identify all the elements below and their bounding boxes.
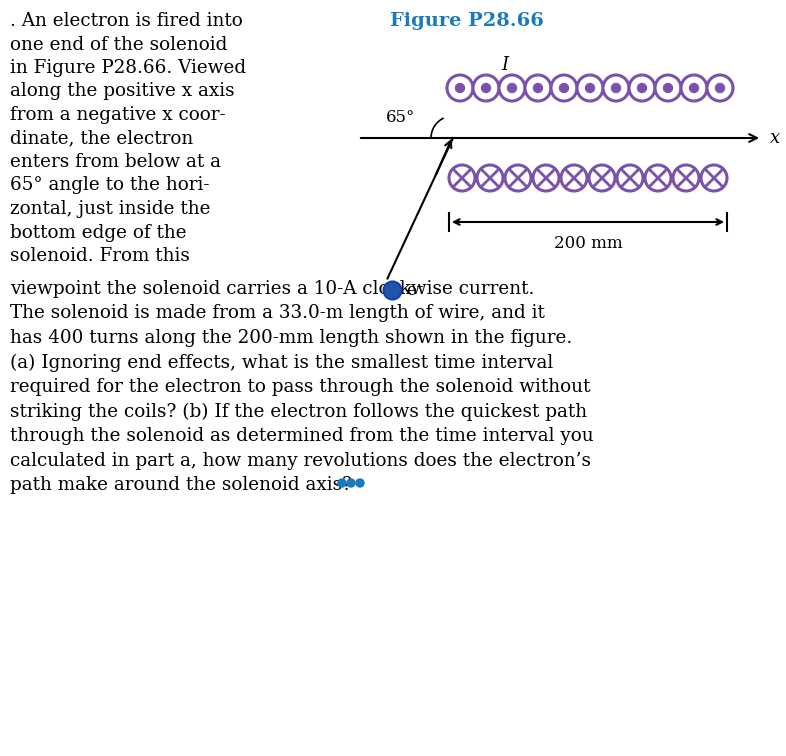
Text: has 400 turns along the 200-mm length shown in the figure.: has 400 turns along the 200-mm length sh…: [10, 329, 572, 347]
Circle shape: [603, 75, 629, 101]
Text: from a negative x coor-: from a negative x coor-: [10, 106, 226, 124]
Circle shape: [482, 83, 490, 92]
Circle shape: [681, 75, 707, 101]
Circle shape: [655, 75, 681, 101]
Circle shape: [534, 83, 542, 92]
Circle shape: [508, 83, 516, 92]
Text: in Figure P28.66. Viewed: in Figure P28.66. Viewed: [10, 59, 246, 77]
Circle shape: [589, 165, 615, 191]
Circle shape: [473, 75, 499, 101]
Text: e⁻: e⁻: [406, 282, 425, 299]
Circle shape: [477, 165, 503, 191]
Circle shape: [505, 165, 531, 191]
Circle shape: [673, 165, 699, 191]
Text: viewpoint the solenoid carries a 10-A clockwise current.: viewpoint the solenoid carries a 10-A cl…: [10, 280, 534, 298]
Circle shape: [663, 83, 673, 92]
Circle shape: [338, 479, 346, 487]
Text: Figure P28.66: Figure P28.66: [390, 12, 544, 30]
Text: path make around the solenoid axis?: path make around the solenoid axis?: [10, 476, 352, 494]
Circle shape: [533, 165, 559, 191]
Text: I: I: [501, 56, 509, 74]
Text: dinate, the electron: dinate, the electron: [10, 129, 193, 147]
Circle shape: [689, 83, 699, 92]
Circle shape: [499, 75, 525, 101]
Text: required for the electron to pass through the solenoid without: required for the electron to pass throug…: [10, 378, 590, 396]
Circle shape: [551, 75, 577, 101]
Text: (a) Ignoring end effects, what is the smallest time interval: (a) Ignoring end effects, what is the sm…: [10, 354, 553, 372]
Text: striking the coils? (b) If the electron follows the quickest path: striking the coils? (b) If the electron …: [10, 402, 587, 421]
Circle shape: [447, 75, 473, 101]
Circle shape: [456, 83, 465, 92]
Circle shape: [715, 83, 725, 92]
Text: 65° angle to the hori-: 65° angle to the hori-: [10, 176, 210, 194]
Circle shape: [707, 75, 733, 101]
Text: bottom edge of the: bottom edge of the: [10, 224, 186, 241]
Text: along the positive x axis: along the positive x axis: [10, 82, 235, 101]
Circle shape: [586, 83, 594, 92]
Text: zontal, just inside the: zontal, just inside the: [10, 200, 211, 218]
Circle shape: [449, 165, 475, 191]
Text: . An electron is fired into: . An electron is fired into: [10, 12, 243, 30]
Circle shape: [525, 75, 551, 101]
Circle shape: [617, 165, 643, 191]
Circle shape: [612, 83, 620, 92]
Circle shape: [561, 165, 587, 191]
Text: 200 mm: 200 mm: [553, 235, 623, 252]
Text: calculated in part a, how many revolutions does the electron’s: calculated in part a, how many revolutio…: [10, 451, 591, 469]
Circle shape: [356, 479, 364, 487]
Text: one end of the solenoid: one end of the solenoid: [10, 36, 227, 54]
Circle shape: [347, 479, 355, 487]
Circle shape: [577, 75, 603, 101]
Text: The solenoid is made from a 33.0-m length of wire, and it: The solenoid is made from a 33.0-m lengt…: [10, 305, 545, 323]
Text: enters from below at a: enters from below at a: [10, 153, 221, 171]
Text: 65°: 65°: [386, 109, 415, 126]
Circle shape: [629, 75, 655, 101]
Circle shape: [384, 281, 402, 299]
Text: x: x: [770, 129, 780, 147]
Circle shape: [645, 165, 671, 191]
Text: through the solenoid as determined from the time interval you: through the solenoid as determined from …: [10, 427, 593, 445]
Circle shape: [701, 165, 727, 191]
Text: solenoid. From this: solenoid. From this: [10, 247, 190, 265]
Circle shape: [637, 83, 647, 92]
Circle shape: [560, 83, 568, 92]
